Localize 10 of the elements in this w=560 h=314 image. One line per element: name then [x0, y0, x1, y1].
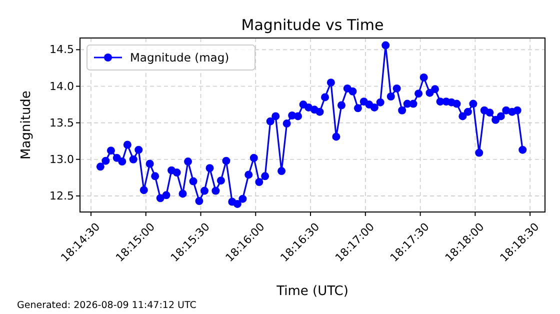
- legend-label: Magnitude (mag): [130, 50, 230, 64]
- text: Generated: 2026-08-09 11:47:12 UTC: [17, 300, 197, 311]
- y-tick-label: 13.0: [50, 152, 74, 166]
- x-axis-title: Time (UTC): [276, 284, 348, 299]
- y-axis-title: Magnitude: [19, 90, 34, 160]
- y-tick-label: 13.5: [50, 116, 74, 130]
- y-tick-label: 14.5: [50, 43, 74, 56]
- y-tick-label: 14.0: [50, 80, 74, 93]
- chart-title: Magnitude vs Time: [241, 16, 384, 34]
- y-tick-label: 12.5: [50, 189, 74, 202]
